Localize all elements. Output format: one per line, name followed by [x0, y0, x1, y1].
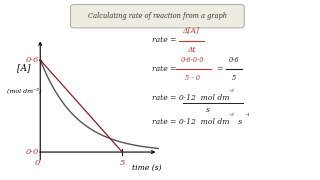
Text: Δt: Δt	[187, 46, 196, 54]
Text: (mol dm⁻³): (mol dm⁻³)	[7, 88, 41, 93]
Text: rate = 0·12  mol dm: rate = 0·12 mol dm	[152, 118, 230, 125]
Text: [A]: [A]	[17, 63, 31, 72]
Text: rate =: rate =	[152, 65, 179, 73]
Text: 5: 5	[232, 74, 236, 82]
Text: Calculating rate of reaction from a graph: Calculating rate of reaction from a grap…	[88, 12, 227, 20]
Text: s: s	[206, 106, 210, 114]
Text: ⁻³: ⁻³	[229, 114, 235, 119]
Text: 0·0: 0·0	[25, 148, 39, 156]
Text: 0·6: 0·6	[25, 56, 39, 64]
Text: 0·6-0·0: 0·6-0·0	[181, 56, 204, 64]
Text: 0·6: 0·6	[228, 56, 239, 64]
Text: rate =: rate =	[152, 37, 179, 44]
Text: 5 - 0: 5 - 0	[185, 74, 200, 82]
Text: s: s	[236, 118, 243, 125]
Text: 0: 0	[35, 159, 40, 167]
Text: rate = 0·12  mol dm: rate = 0·12 mol dm	[152, 94, 230, 102]
Text: time (s): time (s)	[132, 164, 162, 172]
Text: Δ[A]: Δ[A]	[183, 27, 200, 35]
Text: 5: 5	[120, 159, 125, 167]
FancyBboxPatch shape	[71, 4, 244, 28]
Text: ⁻¹: ⁻¹	[244, 114, 250, 119]
Text: ⁻³: ⁻³	[229, 90, 235, 95]
Text: =: =	[216, 65, 222, 73]
